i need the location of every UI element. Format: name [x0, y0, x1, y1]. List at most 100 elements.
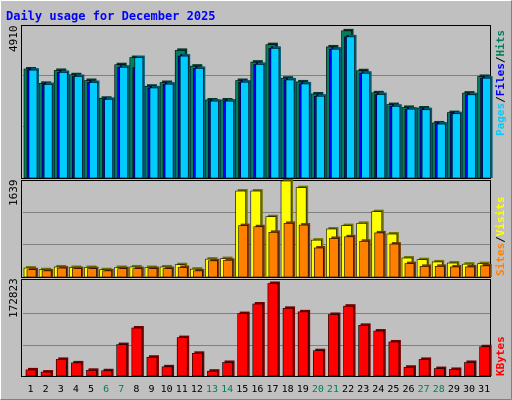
bar-pages-4 — [74, 74, 85, 179]
bar-sites-17 — [268, 230, 280, 278]
bar-sites-27 — [419, 264, 432, 278]
bar-kbytes-17 — [267, 281, 280, 377]
bar-pages-25 — [391, 104, 402, 179]
x-tick-label-12: 12 — [191, 384, 203, 395]
x-tick-label-8: 8 — [133, 384, 139, 395]
bar-pages-13 — [210, 99, 221, 179]
bar-sites-25 — [389, 242, 401, 278]
bar-kbytes-14 — [222, 360, 235, 377]
bar-kbytes-10 — [161, 364, 175, 377]
x-tick-label-25: 25 — [387, 384, 399, 395]
legend-sep-2: / — [494, 56, 507, 63]
legend-bottom: KBytes — [494, 336, 507, 376]
x-tick-label-16: 16 — [251, 384, 263, 395]
x-tick-label-10: 10 — [161, 384, 173, 395]
x-tick-label-28: 28 — [433, 384, 445, 395]
legend-hits: Hits — [494, 30, 507, 57]
x-tick-label-17: 17 — [266, 384, 278, 395]
bar-sites-10 — [162, 266, 175, 278]
bar-sites-30 — [465, 264, 477, 278]
x-tick-label-2: 2 — [43, 384, 49, 395]
bar-sites-20 — [313, 245, 326, 278]
bar-sites-29 — [450, 264, 462, 278]
x-tick-label-3: 3 — [58, 384, 64, 395]
bar-pages-19 — [300, 81, 312, 179]
legend-sep-1: / — [494, 96, 507, 103]
bar-kbytes-28 — [433, 366, 447, 377]
legend-pages: Pages — [494, 103, 507, 136]
bar-sites-21 — [329, 236, 341, 278]
x-axis-labels: 1 2 3 4 5 6 7 8 9 10 11 12 13 14 15 16 17 18 19 20 21 22 23 24 2… — [28, 384, 491, 395]
bar-kbytes-8 — [131, 326, 144, 377]
bar-kbytes-7 — [116, 342, 129, 377]
bar-pages-17 — [270, 46, 281, 179]
bar-sites-4 — [72, 266, 84, 278]
bar-kbytes-6 — [101, 368, 114, 377]
legend-visits: Visits — [494, 197, 507, 237]
legend-sites: Sites — [494, 243, 507, 276]
bar-sites-28 — [434, 264, 447, 278]
panel-mid-ymax-label: 1639 — [7, 180, 20, 207]
bar-pages-26 — [406, 107, 417, 179]
chart-title: Daily usage for December 2025 — [6, 9, 216, 23]
bar-sites-1 — [26, 267, 38, 278]
x-tick-label-29: 29 — [448, 384, 460, 395]
legend-sep-3: / — [494, 236, 507, 243]
bar-sites-16 — [253, 224, 265, 278]
x-tick-label-23: 23 — [357, 384, 369, 395]
bar-sites-11 — [177, 265, 190, 278]
bar-sites-18 — [283, 221, 296, 278]
bar-pages-21 — [331, 47, 342, 179]
bar-pages-30 — [467, 92, 478, 179]
bar-pages-28 — [436, 122, 448, 179]
bar-pages-12 — [195, 66, 206, 179]
x-tick-label-21: 21 — [327, 384, 339, 395]
bar-pages-15 — [240, 80, 251, 179]
bar-kbytes-19 — [297, 309, 311, 377]
bar-sites-3 — [56, 266, 69, 278]
bar-kbytes-2 — [40, 370, 54, 377]
bar-pages-8 — [134, 55, 145, 179]
bar-sites-8 — [132, 266, 144, 278]
bar-sites-5 — [87, 266, 99, 278]
bar-pages-7 — [119, 65, 130, 179]
bar-sites-24 — [374, 230, 386, 278]
bar-sites-15 — [238, 223, 250, 278]
x-tick-label-13: 13 — [206, 384, 218, 395]
bar-kbytes-29 — [449, 367, 462, 377]
bar-kbytes-26 — [403, 365, 416, 377]
legend-top: Pages/Files/Hits — [494, 30, 507, 136]
bar-kbytes-23 — [358, 323, 371, 377]
bar-kbytes-27 — [418, 357, 432, 377]
bar-pages-11 — [179, 54, 191, 179]
x-tick-label-6: 6 — [103, 384, 109, 395]
x-tick-label-4: 4 — [73, 384, 79, 395]
x-tick-label-20: 20 — [312, 384, 324, 395]
x-tick-label-22: 22 — [342, 384, 354, 395]
x-tick-label-14: 14 — [221, 384, 233, 395]
bar-kbytes-3 — [55, 357, 69, 377]
bar-pages-3 — [58, 70, 70, 179]
bar-pages-16 — [255, 62, 266, 179]
bar-pages-27 — [421, 107, 433, 179]
bar-kbytes-1 — [25, 367, 38, 377]
bar-pages-31 — [482, 76, 493, 179]
bar-pages-20 — [315, 94, 327, 179]
bar-kbytes-20 — [312, 348, 326, 377]
x-tick-label-31: 31 — [478, 384, 490, 395]
x-tick-label-30: 30 — [463, 384, 475, 395]
legend-mid: Sites/Visits — [494, 197, 507, 277]
bar-kbytes-18 — [282, 306, 296, 377]
bar-kbytes-5 — [86, 368, 99, 377]
bar-pages-2 — [43, 82, 55, 179]
bar-kbytes-12 — [192, 351, 205, 377]
x-tick-label-19: 19 — [297, 384, 309, 395]
bar-pages-9 — [149, 85, 160, 179]
bar-pages-6 — [104, 97, 115, 179]
bar-pages-14 — [225, 99, 236, 179]
bar-pages-29 — [452, 111, 463, 179]
bar-kbytes-22 — [343, 304, 356, 377]
x-tick-label-15: 15 — [236, 384, 248, 395]
bar-sites-2 — [41, 268, 54, 278]
